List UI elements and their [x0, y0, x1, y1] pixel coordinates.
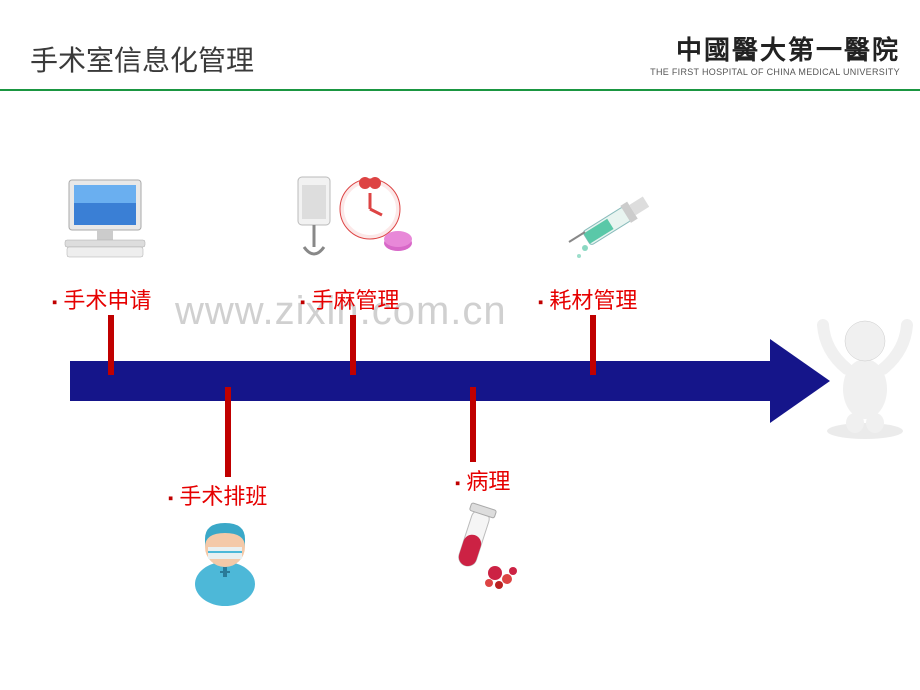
- tick-pathology: [470, 387, 476, 462]
- tick-anesthesia: [350, 315, 356, 375]
- logo-chinese: 中國醫大第一醫院: [650, 30, 900, 67]
- label-pathology-text: 病理: [466, 469, 510, 494]
- label-apply: ▪手术申请: [52, 283, 151, 315]
- test-tube-icon: [430, 501, 540, 596]
- label-pathology: ▪病理: [455, 464, 510, 496]
- label-apply-text: 手术申请: [63, 288, 151, 313]
- label-schedule-text: 手术排班: [179, 484, 267, 509]
- tick-apply: [108, 315, 114, 375]
- syringe-icon: [555, 176, 665, 271]
- tick-consumables: [590, 315, 596, 375]
- slide-header: 手术室信息化管理 中國醫大第一醫院 THE FIRST HOSPITAL OF …: [0, 0, 920, 91]
- tick-schedule: [225, 387, 231, 477]
- label-anesthesia-text: 手麻管理: [311, 288, 399, 313]
- person-arms-up-icon: [815, 311, 915, 441]
- logo-english: THE FIRST HOSPITAL OF CHINA MEDICAL UNIV…: [650, 67, 900, 77]
- page-title: 手术室信息化管理: [30, 39, 254, 79]
- timeline-arrow-body: [70, 361, 770, 401]
- label-anesthesia: ▪手麻管理: [300, 283, 399, 315]
- label-consumables: ▪耗材管理: [538, 283, 637, 315]
- label-consumables-text: 耗材管理: [549, 288, 637, 313]
- iv-clock-icon: [280, 169, 420, 264]
- process-flow-diagram: www.zixin.com.cn ▪手术申请 ▪手术排班: [0, 91, 920, 651]
- computer-icon: [50, 171, 160, 266]
- hospital-logo: 中國醫大第一醫院 THE FIRST HOSPITAL OF CHINA MED…: [650, 30, 920, 79]
- doctor-icon: [170, 511, 280, 606]
- label-schedule: ▪手术排班: [168, 479, 267, 511]
